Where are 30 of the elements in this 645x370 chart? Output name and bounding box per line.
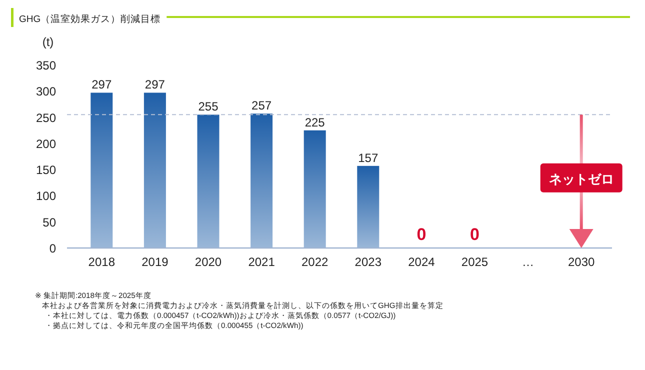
y-tick-label: 50 — [42, 215, 56, 230]
data-label: 257 — [252, 98, 272, 113]
y-tick-label: 150 — [36, 163, 56, 178]
x-tick-label: 2019 — [142, 255, 169, 269]
annotation: ネットゼロ — [548, 171, 614, 186]
x-tick-label: 2018 — [88, 255, 116, 269]
y-tick-label: 100 — [36, 189, 56, 204]
data-label: 297 — [92, 78, 112, 92]
data-label: 0 — [416, 225, 426, 244]
x-tick-label: 2025 — [461, 255, 488, 269]
data-label: 297 — [144, 78, 166, 92]
title-group: GHG（温室効果ガス）削減目標 — [11, 8, 630, 27]
x-tick-label: 2024 — [408, 255, 436, 269]
x-tick-label: … — [522, 255, 534, 269]
data-label: 225 — [304, 115, 326, 130]
y-tick-label: 300 — [36, 84, 56, 99]
y-axis-title: (t) — [42, 35, 54, 49]
chart-title: GHG（温室効果ガス）削減目標 — [19, 13, 161, 25]
x-tick-label: 2020 — [194, 255, 222, 269]
x-tick-label: 2022 — [302, 255, 329, 269]
x-tick-label: 2030 — [568, 255, 596, 269]
data-label: 0 — [470, 225, 480, 244]
y-tick-label: 200 — [36, 136, 56, 151]
y-tick-label: 0 — [49, 242, 56, 256]
data-label: 255 — [198, 100, 219, 114]
x-tick-label: 2023 — [354, 255, 382, 269]
x-tick-label: 2021 — [248, 255, 276, 269]
y-tick-label: 350 — [36, 58, 56, 72]
data-label: 157 — [358, 150, 378, 165]
y-tick-label: 250 — [36, 110, 56, 125]
